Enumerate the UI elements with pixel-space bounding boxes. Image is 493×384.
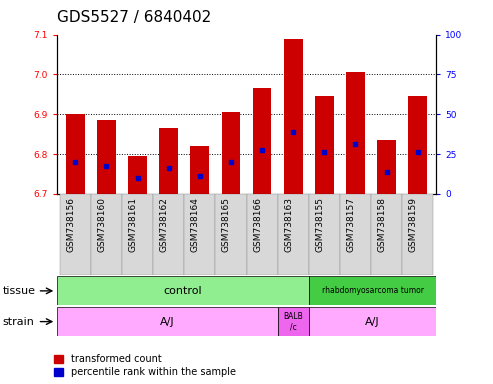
Bar <box>128 156 147 194</box>
Text: GSM738165: GSM738165 <box>222 197 231 252</box>
Bar <box>309 276 436 305</box>
Bar <box>184 194 215 275</box>
Bar <box>60 194 91 275</box>
Bar <box>371 194 402 275</box>
Bar <box>97 120 116 194</box>
Bar <box>402 194 433 275</box>
Bar <box>377 140 396 194</box>
Text: GSM738155: GSM738155 <box>316 197 324 252</box>
Text: tissue: tissue <box>2 286 35 296</box>
Bar <box>91 194 122 275</box>
Text: A/J: A/J <box>365 316 380 327</box>
Text: control: control <box>163 286 202 296</box>
Bar <box>346 73 365 194</box>
Text: GSM738156: GSM738156 <box>67 197 75 252</box>
Bar <box>340 194 371 275</box>
Text: GSM738159: GSM738159 <box>409 197 418 252</box>
Bar <box>315 96 334 194</box>
Bar <box>284 38 303 194</box>
Text: GSM738157: GSM738157 <box>347 197 355 252</box>
Text: GSM738161: GSM738161 <box>129 197 138 252</box>
Text: GSM738163: GSM738163 <box>284 197 293 252</box>
Bar <box>57 276 309 305</box>
Bar <box>159 128 178 194</box>
Bar <box>278 307 309 336</box>
Bar <box>253 88 271 194</box>
Bar <box>408 96 427 194</box>
Bar <box>190 146 209 194</box>
Bar <box>278 194 309 275</box>
Bar <box>122 194 153 275</box>
Text: BALB
/c: BALB /c <box>283 312 303 331</box>
Text: GSM738160: GSM738160 <box>98 197 106 252</box>
Text: GSM738158: GSM738158 <box>378 197 387 252</box>
Text: rhabdomyosarcoma tumor: rhabdomyosarcoma tumor <box>321 286 423 295</box>
Text: strain: strain <box>2 316 35 327</box>
Bar <box>66 114 85 194</box>
Bar <box>215 194 246 275</box>
Bar <box>309 307 436 336</box>
Text: GSM738162: GSM738162 <box>160 197 169 252</box>
Text: GDS5527 / 6840402: GDS5527 / 6840402 <box>57 10 211 25</box>
Bar <box>153 194 184 275</box>
Text: GSM738164: GSM738164 <box>191 197 200 252</box>
Bar <box>246 194 278 275</box>
Text: GSM738166: GSM738166 <box>253 197 262 252</box>
Legend: transformed count, percentile rank within the sample: transformed count, percentile rank withi… <box>54 354 236 377</box>
Text: A/J: A/J <box>160 316 175 327</box>
Bar <box>222 112 240 194</box>
Bar <box>57 307 278 336</box>
Bar <box>309 194 340 275</box>
